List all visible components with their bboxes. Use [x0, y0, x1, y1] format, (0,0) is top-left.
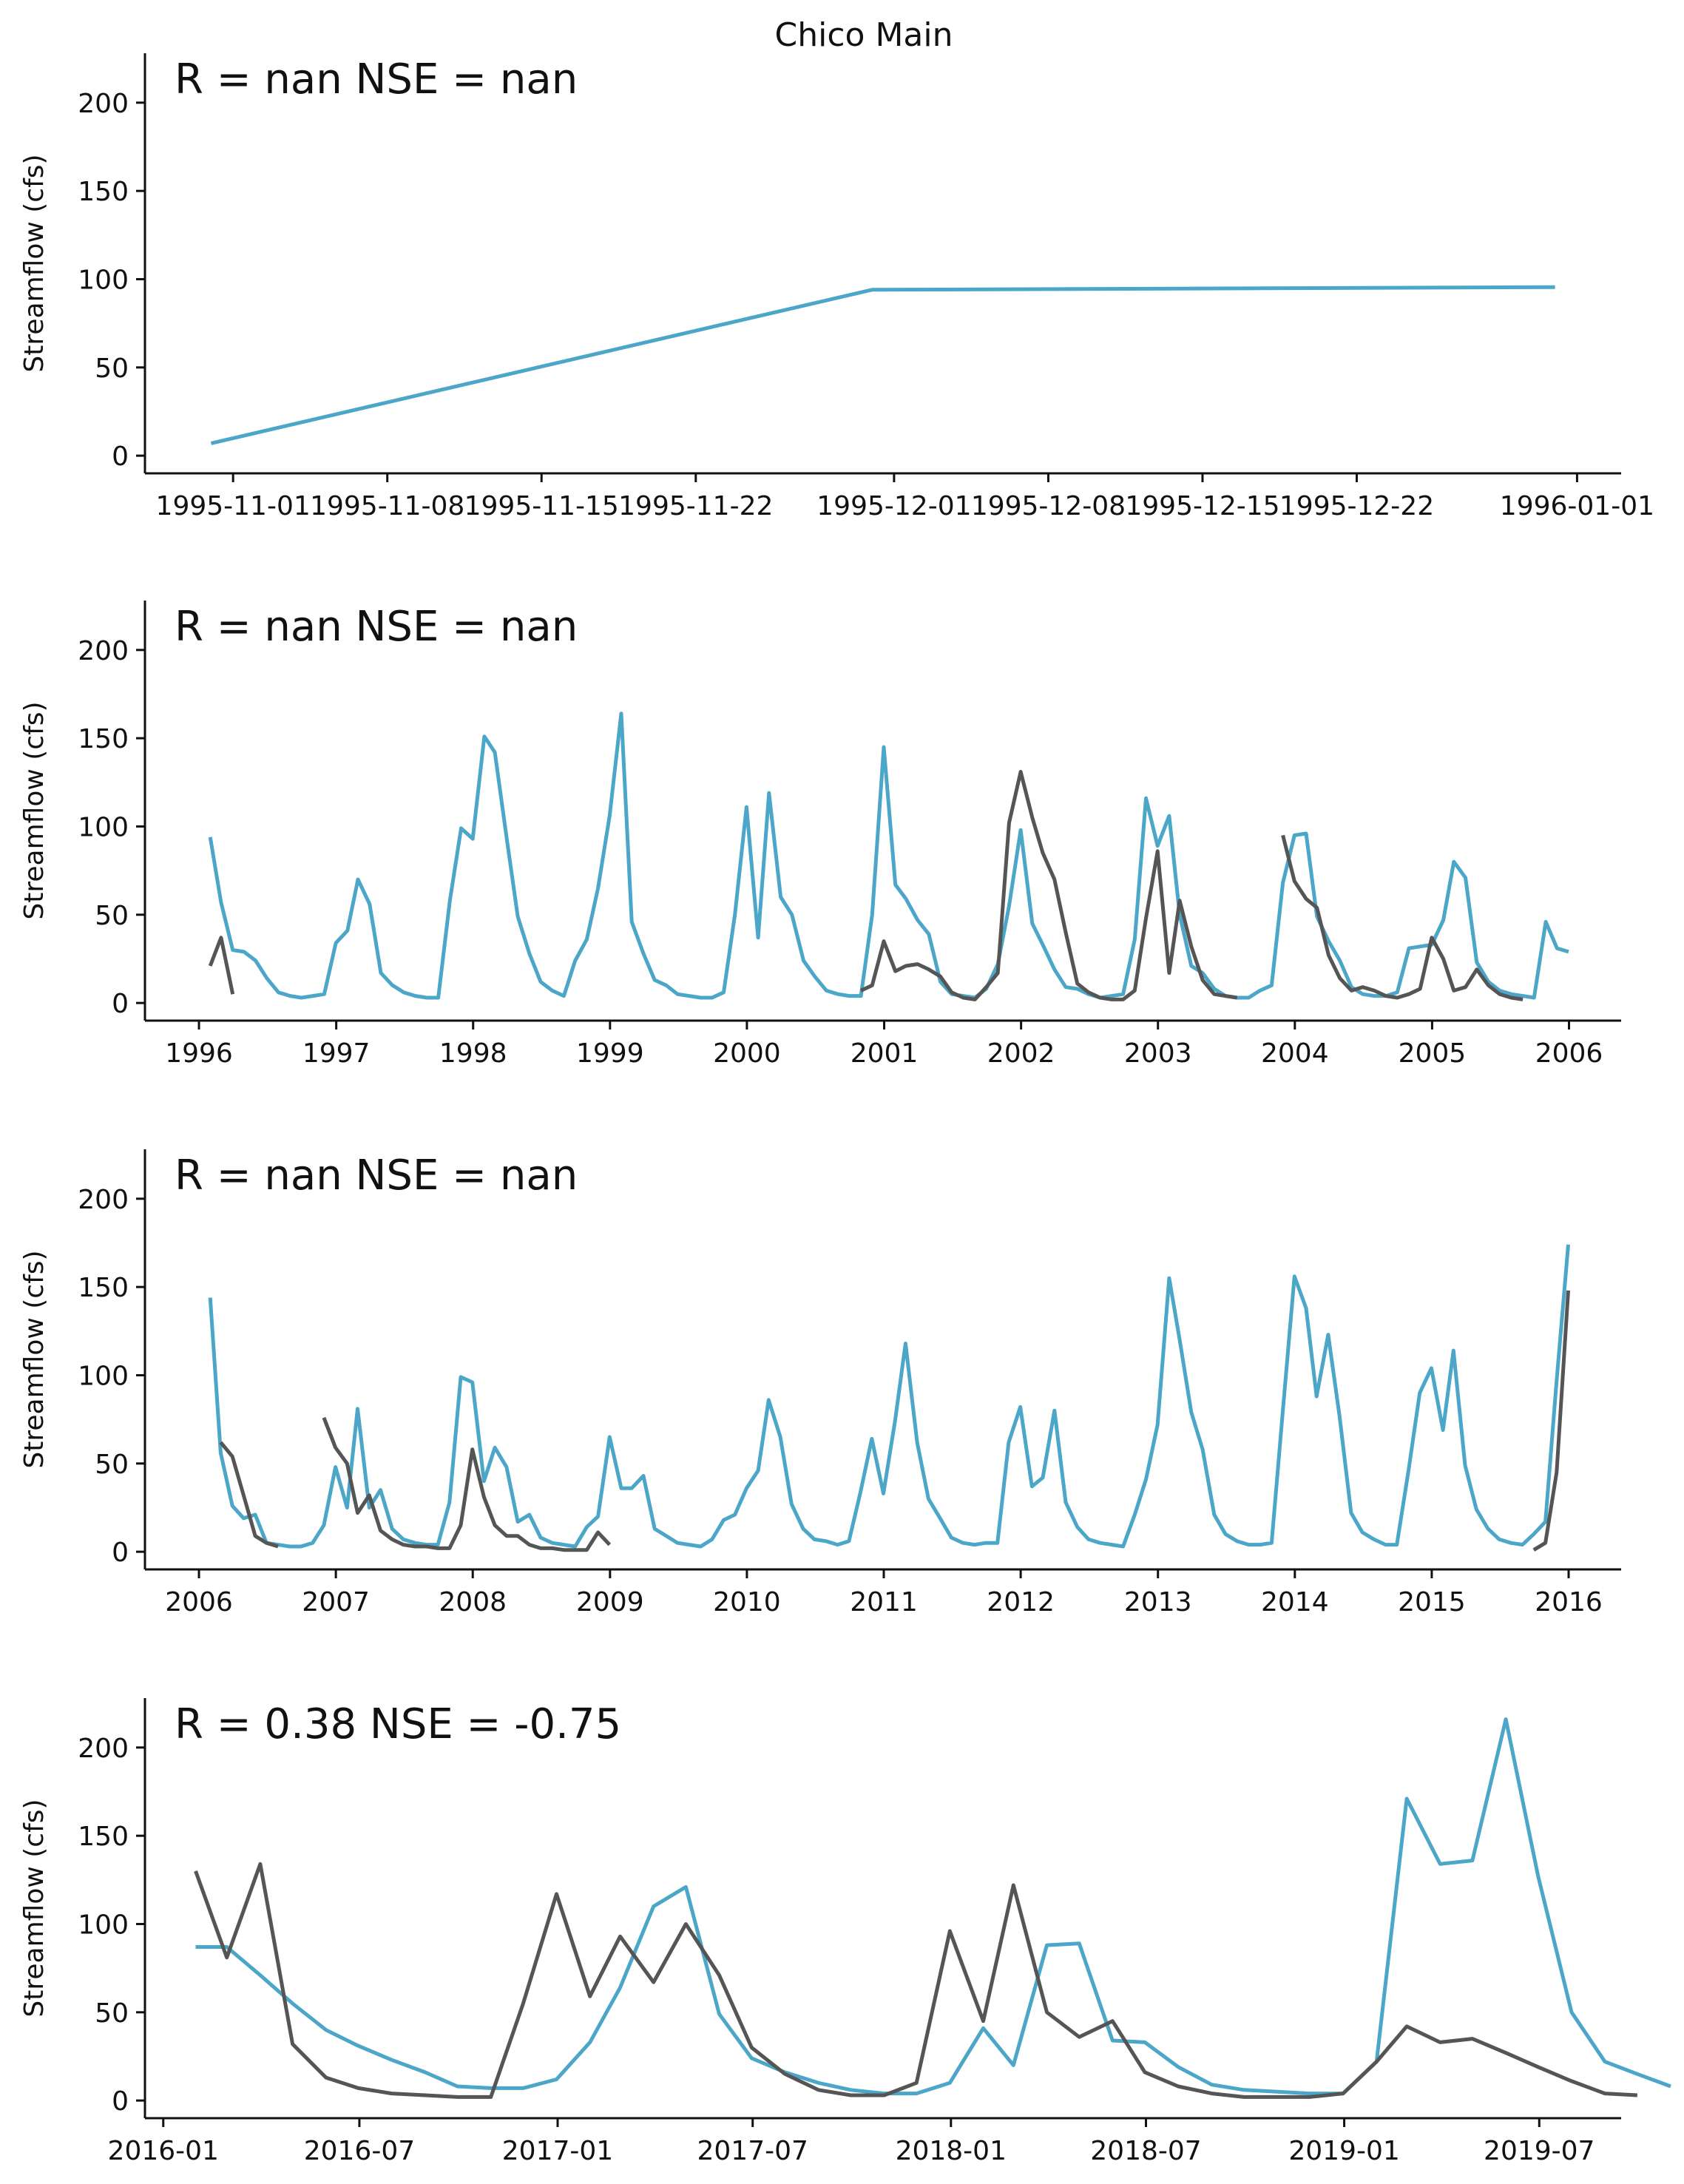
- y-tick-label: 150: [78, 724, 129, 754]
- x-tick-label: 1995-12-01: [816, 491, 971, 521]
- y-axis-label: Streamflow (cfs): [19, 154, 50, 372]
- x-tick-label: 2019-01: [1288, 2136, 1399, 2166]
- x-tick-label: 2002: [987, 1038, 1055, 1069]
- chart-panel-3: 0 50 100 150 200 2006 2007 2008 2009 2010 2011 2012…: [19, 1149, 1621, 1617]
- y-tick-label: 50: [95, 1450, 129, 1480]
- x-tick-label: 2005: [1399, 1038, 1467, 1069]
- x-tick-label: 2015: [1398, 1587, 1466, 1617]
- x-tick-label: 2003: [1124, 1038, 1192, 1069]
- x-tick-label: 2019-07: [1484, 2136, 1595, 2166]
- x-tick-label: 2018-01: [896, 2136, 1007, 2166]
- series-line-observed-2: [208, 936, 235, 995]
- x-tick-label: 1998: [439, 1038, 507, 1069]
- x-tick-label: 2017-01: [502, 2136, 613, 2166]
- x-tick-label: 1995-11-22: [618, 491, 773, 521]
- y-tick-label: 0: [112, 2086, 129, 2117]
- x-tick-label: 1995-12-22: [1279, 491, 1434, 521]
- y-tick-label: 200: [78, 636, 129, 666]
- series-line-simulated-1: [208, 711, 1569, 1000]
- x-tick-label: 2001: [851, 1038, 919, 1069]
- y-tick-label: 0: [112, 1538, 129, 1568]
- x-tick-label: 2016-07: [304, 2136, 415, 2166]
- stats-annotation: R = 0.38 NSE = -0.75: [175, 1700, 621, 1748]
- series-line-simulated-1: [210, 285, 1555, 445]
- x-tick-label: 2006: [1535, 1038, 1603, 1069]
- y-tick-label: 200: [78, 1734, 129, 1764]
- x-tick-label: 1995-12-15: [1125, 491, 1279, 521]
- x-tick-label: 2017-07: [697, 2136, 808, 2166]
- x-tick-label: 2010: [713, 1587, 781, 1617]
- y-axis-label: Streamflow (cfs): [19, 701, 50, 919]
- y-tick-label: 150: [78, 1822, 129, 1852]
- y-tick-label: 0: [112, 989, 129, 1019]
- y-axis-label: Streamflow (cfs): [19, 1799, 50, 2017]
- x-tick-label: 2011: [850, 1587, 918, 1617]
- series-line-observed-3: [860, 770, 1238, 1001]
- x-tick-label: 1995-12-08: [971, 491, 1126, 521]
- stats-annotation: R = nan NSE = nan: [175, 1152, 578, 1200]
- x-tick-label: 1995-11-15: [464, 491, 619, 521]
- x-tick-label: 2007: [302, 1587, 370, 1617]
- x-tick-label: 2000: [713, 1038, 781, 1069]
- series-line-simulated-1: [208, 1244, 1570, 1549]
- series-line-observed-2: [219, 1441, 279, 1549]
- x-tick-label: 2018-07: [1090, 2136, 1201, 2166]
- chart-panel-4: 0 50 100 150 200 2016-01 2016-07 2017-01 2017-07…: [19, 1698, 1671, 2166]
- series-line-observed-2: [194, 1862, 1638, 2099]
- x-tick-label: 1995-11-01: [156, 491, 311, 521]
- y-tick-label: 100: [78, 1910, 129, 1940]
- x-tick-label: 2008: [439, 1587, 507, 1617]
- y-tick-label: 100: [78, 812, 129, 842]
- x-tick-label: 2016-01: [108, 2136, 219, 2166]
- chart-panel-2: 0 50 100 150 200 1996 1997 1998 1999 2000 2001 2002…: [19, 601, 1621, 1069]
- y-tick-label: 150: [78, 1273, 129, 1303]
- x-tick-label: 1999: [576, 1038, 644, 1069]
- x-tick-label: 2016: [1535, 1587, 1603, 1617]
- y-tick-label: 50: [95, 1998, 129, 2029]
- x-tick-label: 2013: [1124, 1587, 1192, 1617]
- figure-title: Chico Main: [775, 16, 953, 54]
- series-line-observed-3: [322, 1416, 612, 1552]
- y-tick-label: 0: [112, 442, 129, 472]
- series-line-observed-4: [1281, 834, 1524, 1001]
- x-tick-label: 2004: [1261, 1038, 1329, 1069]
- y-tick-label: 50: [95, 354, 129, 384]
- x-tick-label: 1997: [302, 1038, 371, 1069]
- stats-annotation: R = nan NSE = nan: [175, 603, 578, 651]
- x-tick-label: 2012: [987, 1587, 1055, 1617]
- series-line-simulated-1: [195, 1717, 1671, 2096]
- x-tick-label: 1996: [165, 1038, 233, 1069]
- y-tick-label: 100: [78, 265, 129, 295]
- stats-annotation: R = nan NSE = nan: [175, 55, 578, 104]
- y-tick-label: 150: [78, 177, 129, 207]
- y-tick-label: 200: [78, 89, 129, 119]
- y-tick-label: 200: [78, 1185, 129, 1215]
- y-axis-label: Streamflow (cfs): [19, 1250, 50, 1468]
- x-tick-label: 2009: [576, 1587, 644, 1617]
- y-tick-label: 100: [78, 1361, 129, 1391]
- y-tick-label: 50: [95, 901, 129, 931]
- x-tick-label: 1995-11-08: [310, 491, 464, 521]
- x-tick-label: 2014: [1261, 1587, 1329, 1617]
- x-tick-label: 2006: [165, 1587, 233, 1617]
- x-tick-label: 1996-01-01: [1500, 491, 1654, 521]
- series-line-observed-4: [1532, 1290, 1570, 1552]
